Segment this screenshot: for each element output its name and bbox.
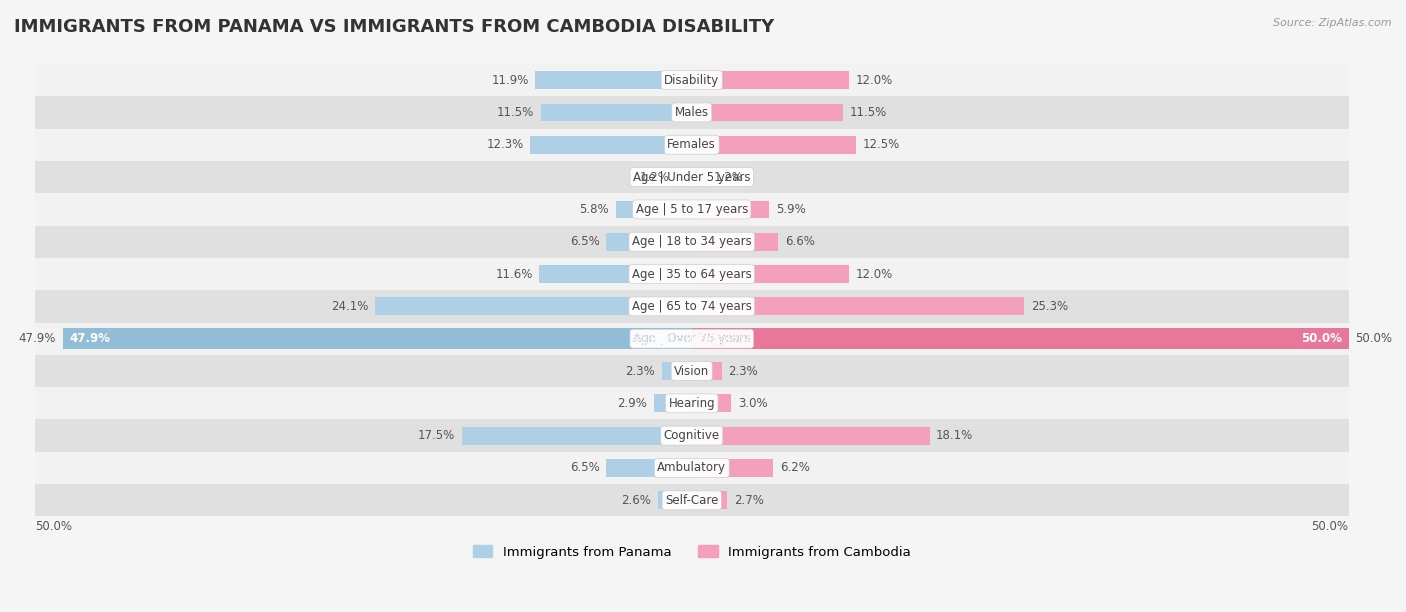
Bar [35,484,1348,517]
Bar [692,459,773,477]
Text: Age | 65 to 74 years: Age | 65 to 74 years [631,300,752,313]
Text: 2.3%: 2.3% [626,365,655,378]
Text: 1.2%: 1.2% [640,171,669,184]
Bar [692,233,779,250]
Bar [35,419,1348,452]
Bar [35,96,1348,129]
Text: 17.5%: 17.5% [418,429,456,442]
Bar [536,71,692,89]
Text: Age | 5 to 17 years: Age | 5 to 17 years [636,203,748,216]
Text: Disability: Disability [664,73,720,87]
Text: 11.6%: 11.6% [495,267,533,280]
Text: 6.2%: 6.2% [780,461,810,474]
Bar [692,427,929,444]
Text: 50.0%: 50.0% [1301,332,1341,345]
Bar [692,136,856,154]
Bar [692,328,1348,349]
Text: 11.5%: 11.5% [496,106,534,119]
Text: 6.6%: 6.6% [785,235,815,248]
Bar [662,362,692,380]
Bar [35,64,1348,96]
Bar [35,226,1348,258]
Text: 11.9%: 11.9% [492,73,529,87]
Text: Age | Over 75 years: Age | Over 75 years [633,332,751,345]
Text: 1.2%: 1.2% [714,171,744,184]
Bar [658,491,692,509]
Text: 47.9%: 47.9% [69,332,110,345]
Text: Cognitive: Cognitive [664,429,720,442]
Text: Females: Females [668,138,716,151]
Text: Age | 35 to 64 years: Age | 35 to 64 years [631,267,752,280]
Bar [35,323,1348,355]
Text: Age | 18 to 34 years: Age | 18 to 34 years [631,235,752,248]
Bar [692,297,1024,315]
Bar [35,258,1348,290]
Text: Source: ZipAtlas.com: Source: ZipAtlas.com [1274,18,1392,28]
Bar [35,323,1348,355]
Text: 6.5%: 6.5% [569,461,600,474]
Bar [35,161,1348,193]
Bar [35,193,1348,226]
Text: Self-Care: Self-Care [665,494,718,507]
Text: Males: Males [675,106,709,119]
Text: 50.0%: 50.0% [1355,332,1392,345]
Text: 2.3%: 2.3% [728,365,758,378]
Bar [692,71,849,89]
Text: 25.3%: 25.3% [1031,300,1067,313]
Text: 3.0%: 3.0% [738,397,768,410]
Text: Ambulatory: Ambulatory [657,461,727,474]
Bar [530,136,692,154]
Bar [606,459,692,477]
Bar [692,168,707,186]
Text: 12.0%: 12.0% [856,73,893,87]
Bar [692,362,721,380]
Bar [35,452,1348,484]
Bar [375,297,692,315]
Text: Vision: Vision [673,365,710,378]
Text: 5.9%: 5.9% [776,203,806,216]
Bar [616,201,692,218]
Legend: Immigrants from Panama, Immigrants from Cambodia: Immigrants from Panama, Immigrants from … [467,540,917,564]
Text: 2.7%: 2.7% [734,494,763,507]
Bar [692,201,769,218]
Bar [606,233,692,250]
Text: Age | Over 75 years: Age | Over 75 years [633,332,751,345]
Bar [540,265,692,283]
Bar [35,387,1348,419]
Text: Hearing: Hearing [668,397,716,410]
Text: 18.1%: 18.1% [936,429,973,442]
Text: 6.5%: 6.5% [569,235,600,248]
Bar [692,328,1348,349]
Bar [692,265,849,283]
Text: 11.5%: 11.5% [849,106,887,119]
Bar [35,355,1348,387]
Text: 2.9%: 2.9% [617,397,647,410]
Bar [676,168,692,186]
Text: 12.5%: 12.5% [862,138,900,151]
Text: 24.1%: 24.1% [332,300,368,313]
Bar [35,290,1348,323]
Bar [461,427,692,444]
Text: 12.3%: 12.3% [486,138,523,151]
Text: 50.0%: 50.0% [1312,520,1348,532]
Bar [692,330,1348,348]
Bar [654,395,692,412]
Bar [692,491,727,509]
Text: IMMIGRANTS FROM PANAMA VS IMMIGRANTS FROM CAMBODIA DISABILITY: IMMIGRANTS FROM PANAMA VS IMMIGRANTS FRO… [14,18,775,36]
Text: 50.0%: 50.0% [35,520,72,532]
Text: Age | Under 5 years: Age | Under 5 years [633,171,751,184]
Bar [692,103,842,121]
Text: 12.0%: 12.0% [856,267,893,280]
Bar [62,328,692,349]
Bar [692,395,731,412]
Bar [62,330,692,348]
Bar [541,103,692,121]
Bar [62,328,692,349]
Text: 5.8%: 5.8% [579,203,609,216]
Text: 47.9%: 47.9% [18,332,56,345]
Text: 2.6%: 2.6% [621,494,651,507]
Bar [35,129,1348,161]
